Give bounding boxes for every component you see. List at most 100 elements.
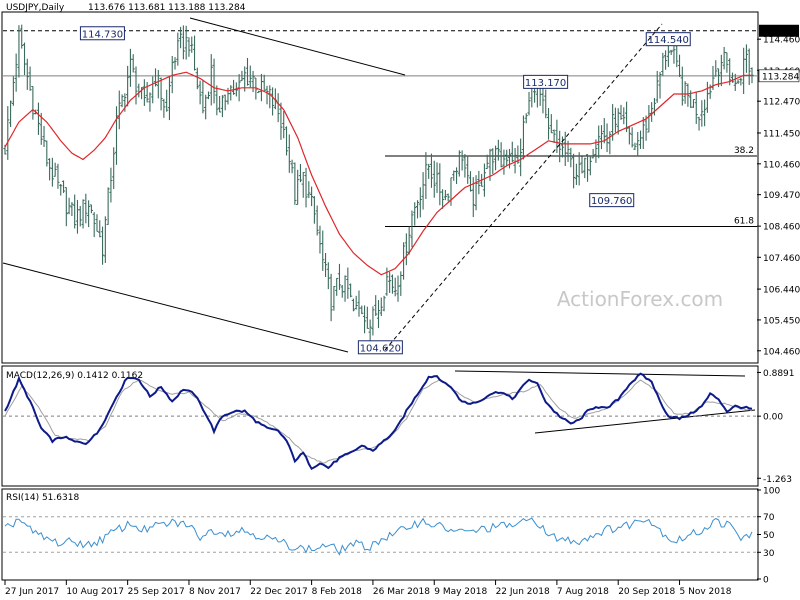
price-tick-label: 110.460 [763,160,800,170]
price-tick-label: 114.730 [762,27,799,37]
watermark: ActionForex.com [557,287,723,311]
rsi-line [4,517,753,556]
ohlc-bar [477,170,481,195]
ohlc-bar [650,102,654,122]
rsi-tick-label: 100 [763,487,780,497]
ohlc-bar [552,129,556,143]
ohlc-bar [145,81,149,103]
ohlc-bar [156,69,160,99]
ohlc-bar [20,24,24,49]
ohlc-bar [95,214,99,232]
ohlc-bar [8,100,13,127]
drawings [2,17,756,434]
ohlc-bar [209,54,213,106]
ohlc-bar [527,91,531,116]
ohlc-bar [323,253,328,277]
time-tick-label: 26 Mar 2018 [373,587,430,597]
ohlc-bar [744,44,749,73]
ohlc-bar [457,150,461,177]
ohlc-bar [237,74,241,102]
ohlc-bar [719,54,723,87]
price-layer: 38.2 61.8 114.730 114.540 113.170 109.760 104.… [3,24,757,355]
ohlc-bar [613,107,618,133]
macd-lower-trendline [534,409,756,434]
ohlc-bar [73,194,77,229]
ohlc-bar [11,76,15,106]
ohlc-bar [549,114,553,134]
price-tick-label: 104.460 [763,347,800,357]
ohlc-bar [443,189,447,201]
time-tick-label: 9 May 2018 [434,587,487,597]
last-price-label: 113.284 [762,72,799,82]
swing-label-text: 114.730 [82,29,123,40]
rising-dashed-trendline [384,23,663,351]
ohlc-bar [120,94,124,108]
ohlc-bar [658,71,662,99]
ohlc-bar [290,159,294,174]
ohlc-bar [167,76,172,121]
ohlc-bar [64,187,68,227]
ohlc-bar [733,73,737,91]
ohlc-bar [114,106,119,165]
ohlc-bar [218,96,222,113]
ohlc-bar [173,57,177,70]
ohlc-bar [390,274,395,294]
ohlc-bar [580,156,584,174]
ohlc-bar [162,98,166,118]
ohlc-bar [262,74,266,91]
ohlc-bar [229,85,233,101]
ohlc-bar [636,131,640,157]
ohlc-bar [187,37,191,57]
ohlc-bar [572,153,576,189]
ohlc-bar [212,58,216,104]
ohlc-bar [220,95,225,118]
ohlc-bar [622,107,626,125]
ohlc-bar [435,162,439,193]
ohlc-bar [206,91,211,100]
ohlc-bar [463,154,467,178]
ohlc-bar [59,183,63,196]
fib-label-61-8: 61.8 [734,216,754,226]
time-tick-label: 8 Feb 2018 [312,587,363,597]
ohlc-readout: 113.676 113.681 113.188 113.284 [88,3,246,13]
ohlc-bar [296,169,300,205]
ohlc-bar [215,85,219,116]
ohlc-bar [558,130,562,163]
ohlc-bar [510,141,514,162]
resistance-price-box [759,24,799,37]
ohlc-bar [663,50,668,70]
macd-layer [3,372,757,471]
ohlc-bar [371,306,375,336]
ohlc-bar [142,79,146,106]
ohlc-bar [569,147,573,168]
ohlc-bar [103,216,107,263]
time-tick-label: 27 Jun 2017 [5,587,59,597]
ohlc-bar [335,277,339,296]
ohlc-bar [491,148,495,174]
ohlc-bar [248,65,252,88]
price-tick-label: 107.460 [763,254,800,264]
time-tick-label: 25 Sep 2017 [128,587,185,597]
price-axis: 114.730114.460113.460112.470111.450110.4… [757,24,800,357]
ohlc-bar [245,57,250,86]
ohlc-bar [181,25,185,60]
ohlc-bar [697,116,701,131]
ohlc-bar [61,180,66,193]
price-chart-title: USDJPY,Daily [6,3,65,13]
last-price-box [758,69,800,83]
ohlc-bar [349,283,353,298]
ohlc-bar [524,113,528,124]
ohlc-bar [67,197,71,215]
macd-tick-label: -1.263 [763,475,792,485]
ohlc-bar [577,152,581,186]
price-tick-label: 108.460 [763,223,800,233]
ohlc-bar [92,212,96,238]
ohlc-bar [591,148,595,159]
ohlc-bar [730,72,735,83]
ohlc-bar [89,204,94,214]
ohlc-bar [388,271,392,293]
ohlc-bar [265,85,269,105]
ohlc-bar [736,79,740,84]
ohlc-bar [354,295,358,310]
ohlc-bar [560,136,565,158]
